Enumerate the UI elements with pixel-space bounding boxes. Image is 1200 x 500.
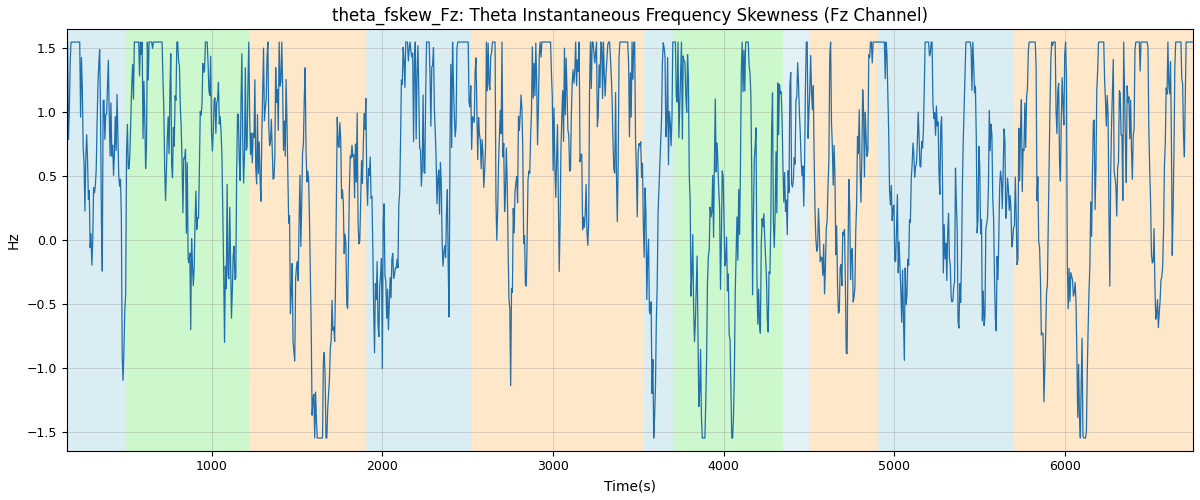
Bar	[672, 30, 784, 451]
Y-axis label: Hz: Hz	[7, 231, 20, 249]
Bar	[250, 30, 365, 451]
Bar	[365, 30, 472, 451]
Bar	[877, 30, 1014, 451]
Bar	[643, 30, 672, 451]
X-axis label: Time(s): Time(s)	[604, 479, 656, 493]
Bar	[784, 30, 809, 451]
Bar	[125, 30, 250, 451]
Bar	[809, 30, 877, 451]
Bar	[67, 30, 125, 451]
Title: theta_fskew_Fz: Theta Instantaneous Frequency Skewness (Fz Channel): theta_fskew_Fz: Theta Instantaneous Freq…	[332, 7, 928, 25]
Bar	[472, 30, 643, 451]
Bar	[1014, 30, 1193, 451]
